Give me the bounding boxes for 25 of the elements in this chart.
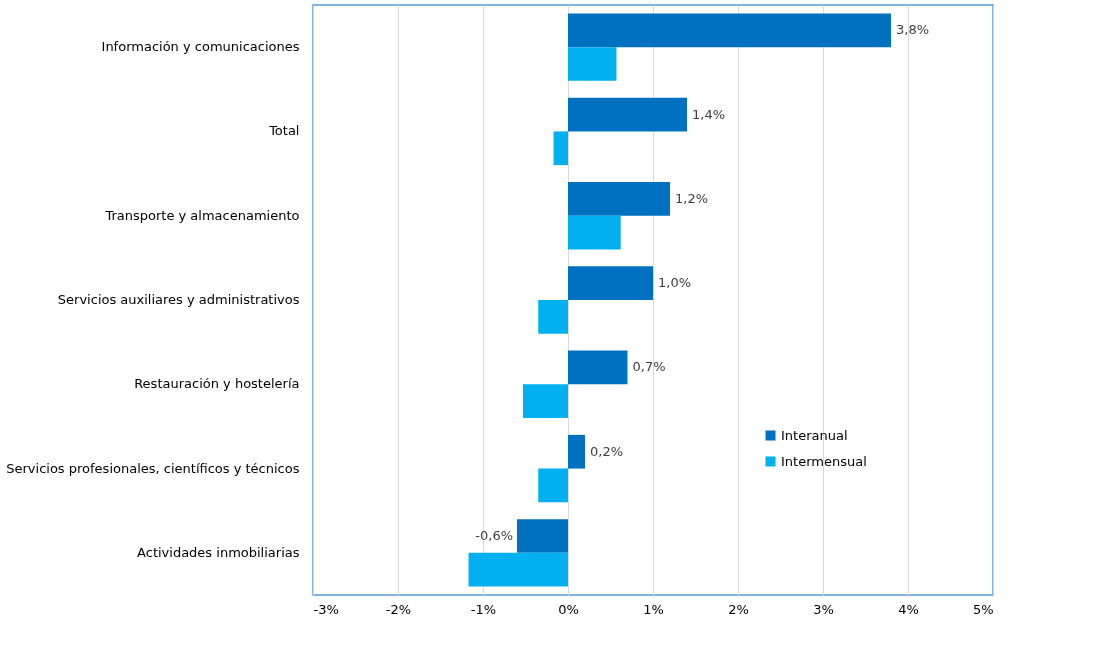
data-label: 1,2% [675,190,709,206]
legend-label: Intermensual [781,453,867,469]
x-tick-label: -3% [313,601,339,617]
data-label: 1,0% [658,275,692,291]
y-tick-label: Servicios profesionales, científicos y técnicos [6,460,300,476]
data-label: 3,8% [896,22,930,38]
y-tick-label: Servicios auxiliares y administrativos [57,292,300,307]
data-label: 0,7% [632,359,666,375]
x-tick-label: 5% [972,601,994,617]
y-tick-label: Transporte y almacenamiento [104,207,300,223]
y-tick-label: Total [268,123,300,139]
legend-label: Interanual [781,427,848,443]
x-tick-label: 4% [898,601,919,617]
y-tick-label: Información y comunicaciones [101,39,300,55]
data-label: 1,4% [692,106,726,122]
y-tick-label: Actividades inmobiliarias [137,544,300,560]
data-label: 0,2% [590,443,624,459]
x-tick-label: 1% [643,601,664,617]
x-tick-label: -1% [470,601,497,617]
y-tick-label: Restauración y hostelería [134,376,300,392]
x-tick-label: 3% [813,601,834,617]
data-label: -0,6% [475,528,513,543]
x-tick-label: 0% [558,601,579,617]
x-tick-label: -2% [385,601,412,617]
x-tick-label: 2% [728,601,749,617]
